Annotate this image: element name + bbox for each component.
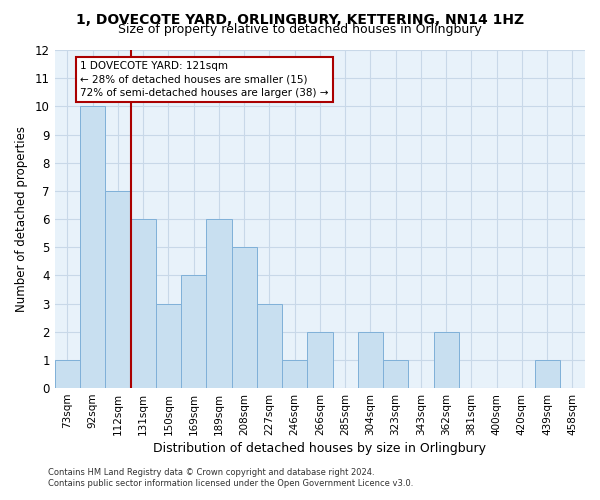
Bar — [55, 360, 80, 388]
Bar — [206, 219, 232, 388]
Bar — [535, 360, 560, 388]
Bar — [181, 276, 206, 388]
Bar — [257, 304, 282, 388]
Bar — [307, 332, 332, 388]
Bar — [434, 332, 459, 388]
X-axis label: Distribution of detached houses by size in Orlingbury: Distribution of detached houses by size … — [154, 442, 487, 455]
Bar — [232, 247, 257, 388]
Bar — [131, 219, 156, 388]
Text: Size of property relative to detached houses in Orlingbury: Size of property relative to detached ho… — [118, 22, 482, 36]
Text: 1, DOVECOTE YARD, ORLINGBURY, KETTERING, NN14 1HZ: 1, DOVECOTE YARD, ORLINGBURY, KETTERING,… — [76, 12, 524, 26]
Text: Contains HM Land Registry data © Crown copyright and database right 2024.
Contai: Contains HM Land Registry data © Crown c… — [48, 468, 413, 487]
Y-axis label: Number of detached properties: Number of detached properties — [15, 126, 28, 312]
Bar — [106, 191, 131, 388]
Bar — [156, 304, 181, 388]
Bar — [383, 360, 408, 388]
Bar — [80, 106, 106, 388]
Bar — [282, 360, 307, 388]
Bar — [358, 332, 383, 388]
Text: 1 DOVECOTE YARD: 121sqm
← 28% of detached houses are smaller (15)
72% of semi-de: 1 DOVECOTE YARD: 121sqm ← 28% of detache… — [80, 62, 329, 98]
